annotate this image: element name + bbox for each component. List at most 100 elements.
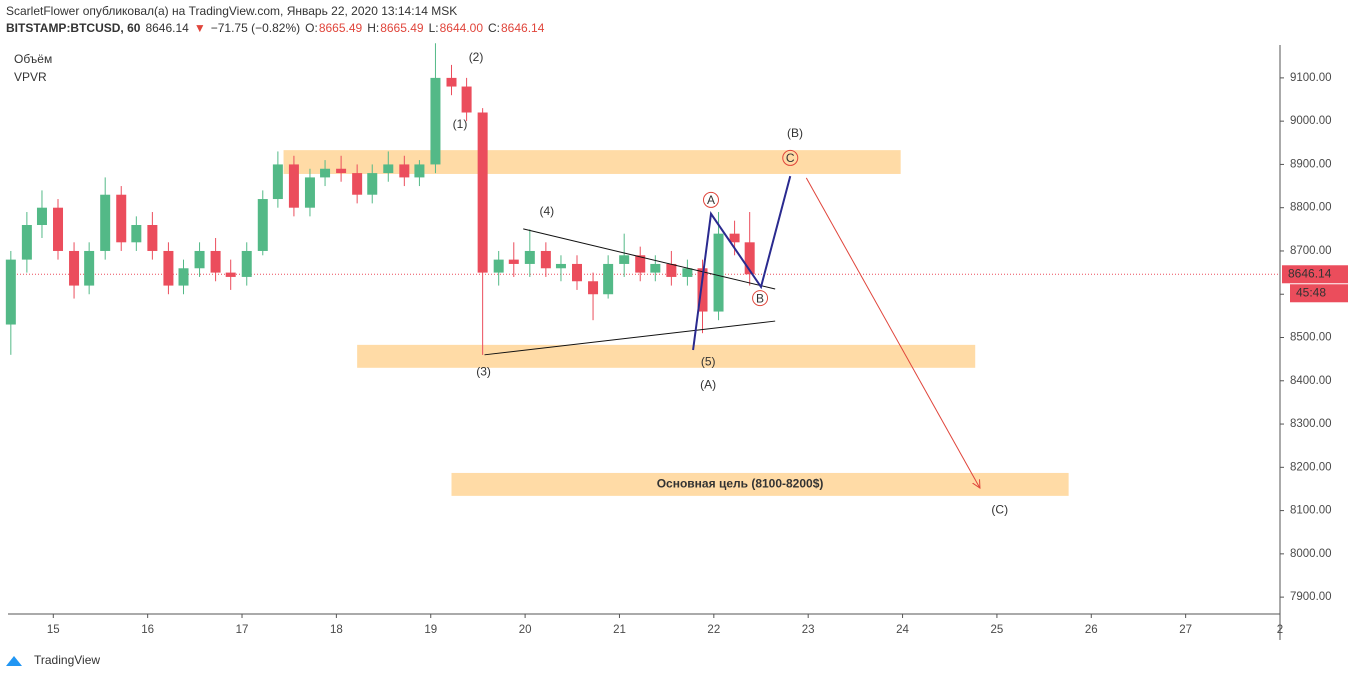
wave-circle [782, 149, 799, 166]
candle-body [53, 207, 64, 251]
candle-body [367, 173, 378, 195]
candle-body [682, 268, 693, 277]
x-tick-label: 25 [991, 624, 1004, 636]
header-o-label: O: [305, 21, 318, 35]
y-tick-label: 8100.00 [1290, 505, 1332, 517]
candle-body [666, 263, 677, 277]
candle-body [635, 255, 646, 273]
header-arrow: ▼ [194, 21, 206, 35]
candle-body [131, 225, 142, 243]
candle-body [399, 164, 410, 178]
indicator-label: VPVR [14, 70, 47, 84]
triangle-line [523, 228, 776, 290]
y-tick-label: 8500.00 [1290, 332, 1332, 344]
candle-body [713, 233, 724, 312]
candle-body [744, 242, 755, 275]
candle-body [288, 164, 299, 208]
candle-body [493, 259, 504, 273]
wave-label: (1) [453, 117, 468, 131]
header-h: 8665.49 [380, 21, 424, 35]
wave-circle [702, 191, 719, 208]
header-o: 8665.49 [319, 21, 363, 35]
candle-body [603, 263, 614, 295]
publisher-line: ScarletFlower опубликовал(а) на TradingV… [6, 4, 457, 18]
y-tick-label: 8200.00 [1290, 461, 1332, 473]
candle-body [414, 164, 425, 178]
ohlc-line: BITSTAMP:BTCUSD, 60 8646.14 ▼ −71.75 (−0.82… [6, 21, 545, 35]
wave-label-major: (A) [700, 377, 716, 391]
x-tick-label: 21 [613, 624, 626, 636]
y-tick-label: 8800.00 [1290, 202, 1332, 214]
target-arrow [805, 177, 980, 488]
candle-body [446, 77, 457, 87]
y-tick-label: 9000.00 [1290, 115, 1332, 127]
candle-body [147, 225, 158, 251]
candle-body [508, 259, 519, 264]
footer-brand: TradingView [34, 653, 100, 667]
wave-label-major: (B) [787, 126, 803, 140]
price-badge [1282, 265, 1348, 284]
x-tick-label: 24 [896, 624, 909, 636]
countdown-label: 45:48 [1296, 285, 1326, 299]
wave-label-major: (C) [991, 502, 1008, 516]
header-c-label: C: [488, 21, 500, 35]
wave-circle-label: B [756, 291, 764, 305]
candle-body [524, 250, 535, 264]
candle-body [320, 168, 331, 178]
candle-body [477, 112, 488, 273]
candle-body [572, 263, 583, 282]
zone-label: Основная цель (8100-8200$) [657, 477, 824, 491]
candle-body [650, 263, 661, 273]
x-tick-label: 15 [47, 624, 60, 636]
y-tick-label: 7900.00 [1290, 591, 1332, 603]
wave-path [692, 175, 792, 351]
header-h-label: H: [367, 21, 379, 35]
tv-logo [6, 656, 22, 666]
candle-body [619, 255, 630, 264]
candle-body [210, 250, 221, 273]
wave-circle-label: C [786, 151, 795, 165]
x-tick-label: 2 [1277, 624, 1283, 636]
indicator-label: Объём [14, 52, 52, 66]
candle-body [257, 199, 268, 251]
x-tick-label: 20 [519, 624, 532, 636]
header-symbol: BITSTAMP:BTCUSD, 60 [6, 21, 141, 35]
candle-body [100, 194, 111, 251]
candle-body [383, 164, 394, 174]
wave-label: (5) [701, 354, 716, 368]
x-tick-label: 23 [802, 624, 815, 636]
header-change: −71.75 (−0.82%) [211, 21, 300, 35]
candle-body [84, 250, 95, 286]
zone [357, 344, 976, 368]
candle-body [225, 272, 236, 277]
header-l-label: L: [429, 21, 439, 35]
header-c: 8646.14 [501, 21, 545, 35]
x-tick-label: 19 [424, 624, 437, 636]
zone [283, 150, 901, 174]
y-tick-label: 8400.00 [1290, 375, 1332, 387]
candle-body [540, 250, 551, 269]
candle-body [5, 259, 16, 325]
x-tick-label: 22 [707, 624, 720, 636]
y-tick-label: 8700.00 [1290, 245, 1332, 257]
wave-label: (2) [469, 50, 484, 64]
y-tick-label: 8300.00 [1290, 418, 1332, 430]
x-tick-label: 16 [141, 624, 154, 636]
countdown-badge [1290, 284, 1348, 303]
x-tick-label: 17 [236, 624, 249, 636]
y-tick-label: 9100.00 [1290, 72, 1332, 84]
header-price: 8646.14 [145, 21, 189, 35]
candle-body [304, 177, 315, 208]
triangle-line [484, 320, 776, 356]
candle-body [116, 194, 127, 243]
wave-circle [752, 290, 769, 307]
price-badge-label: 8646.14 [1288, 266, 1332, 280]
candle-body [555, 263, 566, 269]
wave-circle-label: A [707, 193, 715, 207]
candle-body [194, 250, 205, 269]
candle-body [178, 268, 189, 286]
candle-body [588, 281, 599, 295]
candle-body [352, 173, 363, 195]
y-tick-label: 8000.00 [1290, 548, 1332, 560]
